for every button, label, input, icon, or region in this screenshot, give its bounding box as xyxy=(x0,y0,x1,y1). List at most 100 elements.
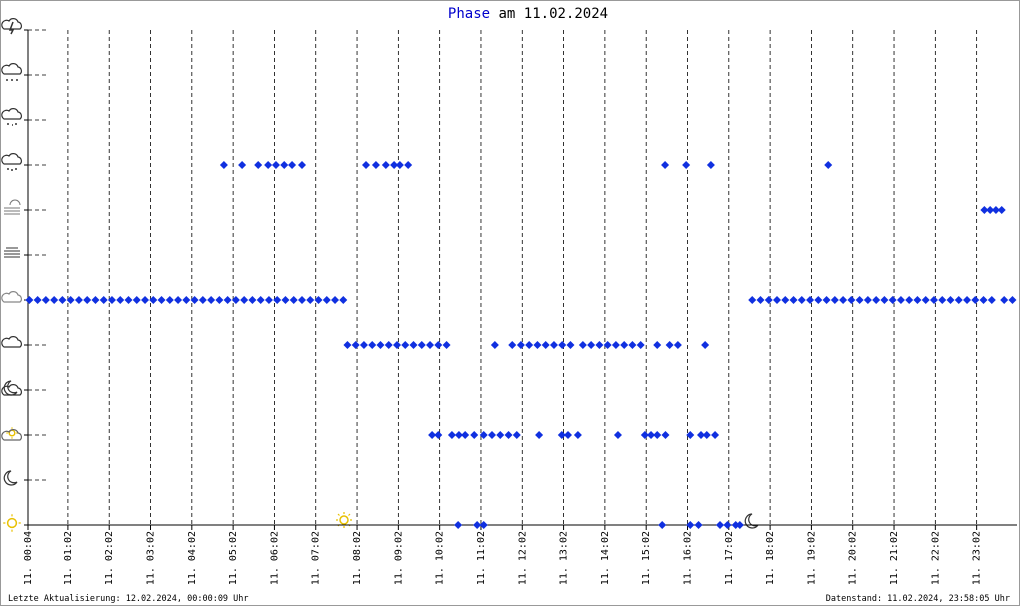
point xyxy=(888,296,897,304)
point xyxy=(381,161,390,169)
x-tick-label: 11. 09:02 xyxy=(393,531,404,585)
cloud xyxy=(1,153,22,165)
point xyxy=(238,161,247,169)
precip xyxy=(8,21,15,35)
point xyxy=(756,296,765,304)
point xyxy=(297,296,306,304)
point xyxy=(573,431,582,439)
point xyxy=(986,206,995,214)
point xyxy=(557,431,566,439)
x-tick-label: 11. 11:02 xyxy=(476,531,487,585)
point xyxy=(764,296,773,304)
point xyxy=(748,296,757,304)
point xyxy=(806,296,815,304)
point xyxy=(686,521,695,529)
y-tick-icon xyxy=(3,514,21,532)
point xyxy=(929,296,938,304)
precip xyxy=(7,123,17,126)
y-tick-icon xyxy=(1,291,22,303)
y-tick-icon xyxy=(1,153,22,171)
point xyxy=(549,341,558,349)
y-tick-icon xyxy=(4,199,21,215)
point xyxy=(231,296,240,304)
point xyxy=(541,341,550,349)
point xyxy=(390,161,399,169)
point xyxy=(1000,296,1009,304)
point xyxy=(417,341,426,349)
point xyxy=(603,341,612,349)
point xyxy=(58,296,67,304)
y-tick-icon xyxy=(1,336,22,348)
cloud xyxy=(1,108,22,120)
cloud xyxy=(1,429,22,441)
point xyxy=(872,296,881,304)
point xyxy=(504,431,513,439)
precip xyxy=(7,168,17,171)
point xyxy=(653,431,662,439)
point xyxy=(665,341,674,349)
point xyxy=(165,296,174,304)
point xyxy=(404,161,413,169)
moon-marker xyxy=(744,513,759,529)
point xyxy=(454,521,463,529)
y-tick-icon xyxy=(1,63,22,81)
point xyxy=(280,161,289,169)
point xyxy=(566,341,575,349)
x-tick-label: 11. 20:02 xyxy=(848,531,859,585)
x-tick-label: 11. 07:02 xyxy=(311,531,322,585)
footer-right: Datenstand: 11.02.2024, 23:58:05 Uhr xyxy=(826,594,1010,604)
point xyxy=(41,296,50,304)
point xyxy=(822,296,831,304)
point xyxy=(359,341,368,349)
point xyxy=(434,341,443,349)
point xyxy=(409,341,418,349)
x-tick-label: 11. 05:02 xyxy=(228,531,239,585)
point xyxy=(215,296,224,304)
y-tick-icon xyxy=(1,18,22,35)
point xyxy=(174,296,183,304)
point xyxy=(814,296,823,304)
point xyxy=(256,296,265,304)
x-tick-label: 11. 15:02 xyxy=(641,531,652,585)
point xyxy=(496,431,505,439)
point xyxy=(306,296,315,304)
x-tick-label: 11. 12:02 xyxy=(517,531,528,585)
point xyxy=(963,296,972,304)
y-tick-icon xyxy=(1,380,22,396)
point xyxy=(157,296,166,304)
point xyxy=(563,431,572,439)
point xyxy=(434,431,443,439)
x-tick-label: 11. 17:02 xyxy=(724,531,735,585)
point xyxy=(987,296,996,304)
cloud xyxy=(1,336,22,348)
point xyxy=(587,341,596,349)
point xyxy=(198,296,207,304)
point xyxy=(50,296,59,304)
x-tick-label: 11. 01:02 xyxy=(63,531,74,585)
x-tick-label: 11. 08:02 xyxy=(352,531,363,585)
point xyxy=(525,341,534,349)
point xyxy=(516,341,525,349)
point xyxy=(473,521,482,529)
point xyxy=(33,296,42,304)
point xyxy=(487,431,496,439)
point xyxy=(508,341,517,349)
cloud xyxy=(1,291,22,303)
point xyxy=(428,431,437,439)
point xyxy=(830,296,839,304)
point xyxy=(620,341,629,349)
point xyxy=(731,521,740,529)
point xyxy=(479,521,488,529)
sun-rays xyxy=(3,514,21,532)
point xyxy=(661,431,670,439)
point xyxy=(735,521,744,529)
point xyxy=(207,296,216,304)
sun-rays xyxy=(6,427,18,439)
x-tick-label: 11. 00:04 xyxy=(23,531,34,585)
point xyxy=(797,296,806,304)
point xyxy=(697,431,706,439)
point xyxy=(219,161,228,169)
x-tick-label: 11. 04:02 xyxy=(187,531,198,585)
point xyxy=(628,341,637,349)
point xyxy=(839,296,848,304)
